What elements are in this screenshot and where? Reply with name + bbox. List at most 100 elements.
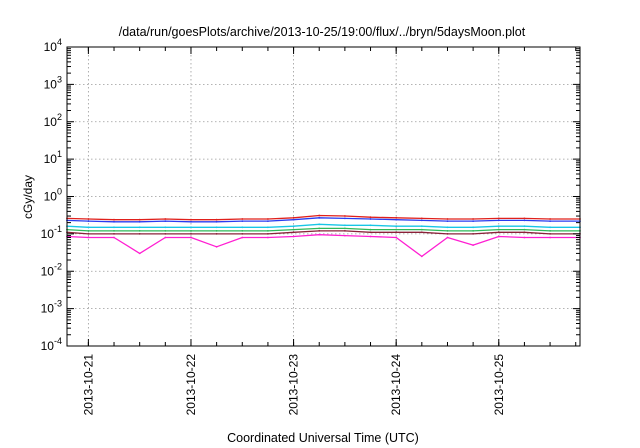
data-point: [138, 252, 141, 255]
x-tick-label: 2013-10-22: [184, 354, 198, 416]
data-point: [164, 236, 167, 239]
data-point: [87, 230, 90, 232]
data-point: [395, 216, 398, 219]
data-point: [113, 236, 115, 239]
data-point: [420, 217, 423, 220]
data-point: [138, 226, 141, 229]
data-point: [138, 218, 141, 221]
data-point: [446, 236, 449, 239]
y-tick-label: 10-3: [41, 299, 62, 316]
data-point: [138, 233, 141, 235]
data-point: [549, 233, 551, 235]
data-point: [472, 226, 474, 229]
data-point: [241, 226, 244, 229]
data-point: [446, 218, 449, 220]
data-point: [395, 228, 398, 231]
y-tick-label: 100: [44, 187, 62, 204]
data-point: [113, 230, 115, 232]
data-point: [549, 236, 551, 239]
data-point: [164, 226, 167, 229]
data-point: [523, 219, 526, 222]
data-point: [138, 220, 141, 223]
data-point: [446, 230, 449, 232]
data-point: [190, 220, 192, 223]
data-point: [420, 228, 423, 231]
x-axis: 2013-10-21 2013-10-22 2013-10-23 2013-10-24…: [81, 47, 577, 416]
data-point: [190, 236, 192, 239]
data-point: [241, 218, 244, 220]
data-point: [267, 220, 269, 223]
data-point: [395, 218, 398, 221]
data-point: [292, 231, 295, 234]
data-point: [113, 220, 115, 223]
y-tick-label: 10-1: [41, 224, 62, 241]
data-point: [267, 230, 269, 232]
data-point: [267, 218, 269, 220]
data-point: [215, 220, 218, 223]
y-tick-label: 103: [44, 74, 62, 91]
data-point: [523, 236, 526, 239]
grid: [67, 47, 580, 346]
data-point: [87, 220, 90, 223]
data-point: [395, 236, 398, 239]
data-point: [87, 218, 90, 220]
data-point: [472, 244, 474, 247]
data-point: [215, 226, 218, 229]
data-point: [113, 218, 115, 221]
data-point: [113, 233, 115, 235]
x-tick-label: 2013-10-23: [287, 354, 301, 416]
data-point: [190, 226, 192, 229]
data-point: [549, 226, 551, 229]
data-point: [267, 226, 269, 229]
data-point: [395, 231, 398, 234]
data-point: [497, 217, 500, 220]
data-point: [215, 233, 218, 235]
data-point: [292, 216, 295, 219]
data-point: [369, 218, 372, 220]
data-point: [164, 218, 167, 220]
data-point: [344, 215, 346, 217]
data-point: [497, 228, 500, 231]
chart-title: /data/run/goesPlots/archive/2013-10-25/1…: [119, 25, 526, 39]
y-tick-label: 10-4: [41, 336, 62, 353]
data-point: [267, 236, 269, 239]
y-tick-label: 102: [44, 112, 62, 129]
data-point: [523, 228, 526, 231]
data-point: [344, 217, 346, 220]
y-tick-label: 101: [44, 149, 62, 166]
series-line-3: [66, 223, 580, 228]
data-point: [472, 220, 474, 223]
data-point: [549, 220, 551, 223]
y-tick-label: 10-2: [41, 261, 62, 278]
data-point: [549, 230, 551, 232]
data-point: [497, 231, 500, 234]
data-point: [318, 233, 321, 236]
data-point: [472, 218, 474, 220]
data-point: [215, 218, 218, 221]
y-axis: 10-4 10-3 10-2 10-1 100 101 102 103 104: [41, 37, 580, 353]
data-point: [164, 233, 167, 235]
data-point: [241, 236, 244, 239]
data-point: [241, 230, 244, 232]
data-point: [497, 235, 500, 238]
series-line-6: [66, 234, 580, 258]
series-layer: [66, 214, 581, 258]
data-point: [497, 225, 500, 228]
y-axis-label: cGy/day: [21, 175, 35, 219]
data-point: [215, 230, 218, 232]
data-point: [344, 227, 346, 230]
data-point: [292, 228, 295, 231]
x-axis-label: Coordinated Universal Time (UTC): [227, 431, 419, 445]
data-point: [318, 227, 321, 230]
data-point: [420, 225, 423, 228]
data-point: [87, 226, 90, 229]
data-point: [267, 233, 269, 235]
data-point: [395, 225, 398, 228]
data-point: [318, 223, 321, 226]
data-point: [472, 230, 474, 232]
data-point: [164, 220, 167, 223]
data-point: [113, 226, 115, 229]
data-point: [215, 245, 218, 248]
data-point: [446, 226, 449, 229]
